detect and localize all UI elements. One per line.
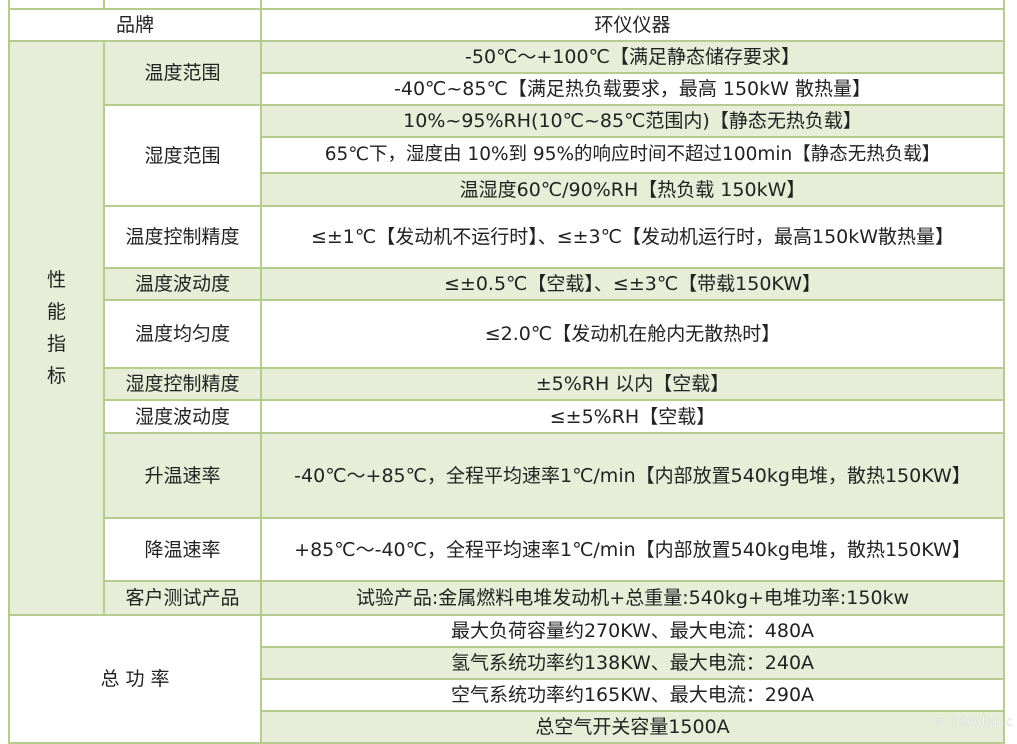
humidity-control-accuracy-value: ±5%RH 以内【空载】	[260, 367, 1005, 401]
performance-group-label: 性 能 指 标	[8, 40, 105, 616]
customer-product-label: 客户测试产品	[103, 580, 262, 616]
brand-label: 品牌	[8, 8, 262, 42]
group-char: 能	[46, 301, 66, 323]
group-char: 指	[46, 333, 66, 355]
humidity-range-value: 10%~95%RH(10℃~85℃范围内)【静态无热负载】	[260, 104, 1005, 138]
temp-control-accuracy-value: ≤±1℃【发动机不运行时】、≤±3℃【发动机运行时，最高150kW散热量】	[260, 205, 1005, 269]
temp-fluctuation-label: 温度波动度	[103, 267, 262, 301]
heating-rate-label: 升温速率	[103, 432, 262, 519]
total-power-value: 总空气开关容量1500A	[260, 710, 1005, 744]
prev-row-stub	[8, 0, 1005, 10]
humidity-fluctuation-label: 湿度波动度	[103, 399, 262, 434]
brand-value: 环仪仪器	[260, 8, 1005, 42]
temp-range-label: 温度范围	[103, 40, 262, 106]
humidity-range-value: 65℃下，湿度由 10%到 95%的响应时间不超过100min【静态无热负载】	[260, 136, 1005, 174]
cooling-rate-label: 降温速率	[103, 517, 262, 582]
watermark: m.j9cuba.c	[934, 715, 1013, 730]
brand-row: 品牌 环仪仪器	[8, 8, 1005, 42]
temp-uniformity-value: ≤2.0℃【发动机在舱内无散热时】	[260, 299, 1005, 369]
humidity-control-accuracy-label: 湿度控制精度	[103, 367, 262, 401]
group-char: 标	[46, 365, 66, 387]
spec-table: 品牌 环仪仪器 性 能 指 标 温度范围 -50℃～+100℃【满足静态储存要求…	[8, 0, 1005, 744]
total-power-value: 最大负荷容量约270KW、最大电流：480A	[260, 614, 1005, 648]
humidity-fluctuation-value: ≤±5%RH【空载】	[260, 399, 1005, 434]
heating-rate-value: -40℃～+85℃，全程平均速率1℃/min【内部放置540kg电堆，散热150…	[260, 432, 1005, 519]
temp-uniformity-label: 温度均匀度	[103, 299, 262, 369]
temp-range-value: -50℃～+100℃【满足静态储存要求】	[260, 40, 1005, 74]
total-power-label: 总 功 率	[8, 614, 262, 744]
humidity-range-label: 湿度范围	[103, 104, 262, 207]
temp-range-value: -40℃~85℃【满足热负载要求，最高 150kW 散热量】	[260, 72, 1005, 106]
temp-fluctuation-value: ≤±0.5℃【空载】、≤±3℃【带载150KW】	[260, 267, 1005, 301]
cooling-rate-value: +85℃～-40℃，全程平均速率1℃/min【内部放置540kg电堆，散热150…	[260, 517, 1005, 582]
total-power-value: 空气系统功率约165KW、最大电流：290A	[260, 678, 1005, 712]
customer-product-value: 试验产品:金属燃料电堆发动机+总重量:540kg+电堆功率:150kw	[260, 580, 1005, 616]
humidity-range-value: 温湿度60℃/90%RH【热负载 150kW】	[260, 172, 1005, 207]
temp-control-accuracy-label: 温度控制精度	[103, 205, 262, 269]
group-char: 性	[46, 269, 66, 291]
total-power-value: 氢气系统功率约138KW、最大电流：240A	[260, 646, 1005, 680]
